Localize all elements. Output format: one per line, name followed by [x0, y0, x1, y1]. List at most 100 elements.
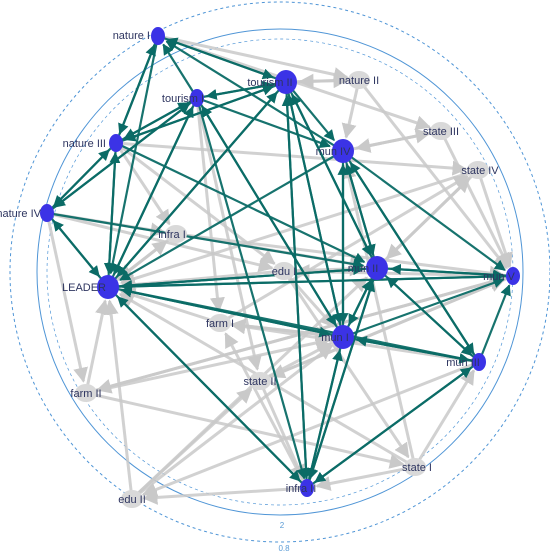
edge-tourism_II-to-mun_IV	[285, 81, 335, 142]
node-label: mun II	[348, 263, 379, 275]
node-label: state II	[243, 376, 276, 388]
node-label: state I	[402, 462, 432, 474]
edge-nature_I-to-nature_II	[157, 34, 349, 82]
edge-state_IV-to-mun_V	[476, 169, 513, 268]
node-marker	[275, 70, 297, 94]
edge-tourism_I-to-mun_IV	[196, 96, 331, 148]
edge-mun_II-to-state_IV	[375, 177, 471, 270]
node-label: nature II	[339, 75, 379, 87]
edge-infra_I-to-mun_V	[175, 232, 505, 281]
edge-LEADER-to-infra_I	[107, 240, 168, 289]
edge-nature_II-to-mun_V	[357, 79, 508, 270]
edge-mun_I-to-infra_II	[306, 336, 345, 480]
node-infra-ii[interactable]: infra II	[286, 479, 317, 497]
edge-tourism_II-to-mun_II	[285, 81, 372, 257]
node-marker	[121, 490, 143, 508]
edge-mun_V-to-mun_II	[389, 263, 514, 278]
edge-mun_I-to-mun_III	[342, 335, 471, 364]
edge-mun_IV-to-mun_III	[342, 150, 475, 355]
node-mun-ii[interactable]: mun II	[348, 256, 388, 280]
ring-label-outer: 0.8	[278, 544, 290, 553]
edge-farm_II-to-mun_I	[85, 335, 331, 395]
node-label: LEADER	[62, 282, 106, 294]
edge-farm_II-to-state_I	[85, 391, 405, 469]
node-label: edu I	[272, 266, 296, 278]
node-marker	[300, 479, 314, 497]
edge-nature_IV-to-LEADER	[46, 212, 100, 278]
edge-farm_II-to-mun_V	[85, 274, 505, 395]
node-marker	[273, 262, 295, 280]
edge-nature_III-to-infra_I	[114, 142, 171, 226]
edge-state_I-to-mun_III	[413, 369, 476, 468]
edge-mun_IV-to-mun_II	[341, 150, 376, 256]
node-nature-i[interactable]: nature I	[113, 27, 165, 45]
edge-state_III-to-mun_V	[439, 130, 510, 269]
node-state-i[interactable]: state I	[402, 458, 432, 476]
edge-tourism_I-to-mun_I	[196, 97, 337, 327]
node-farm-ii[interactable]: farm II	[70, 384, 102, 402]
node-nature-ii[interactable]: nature II	[339, 71, 379, 89]
node-marker	[472, 353, 486, 371]
node-label: mun IV	[316, 146, 352, 158]
node-nature-iv[interactable]: nature IV	[0, 204, 54, 222]
edge-tourism_II-to-LEADER	[116, 81, 287, 278]
edge-edu_II-to-state_II	[130, 387, 253, 501]
node-label: farm I	[206, 318, 234, 330]
node-infra-i[interactable]: infra I	[158, 225, 187, 243]
edge-nature_III-to-mun_II	[115, 142, 366, 263]
edge-nature_II-to-mun_IV	[341, 79, 361, 139]
edge-mun_III-to-farm_I	[230, 319, 480, 364]
edge-tourism_I-to-infra_II	[195, 97, 307, 480]
node-marker	[209, 314, 231, 332]
node-mun-iv[interactable]: mun IV	[316, 139, 354, 163]
ring-label-inner: 2	[280, 521, 285, 530]
node-label: nature III	[63, 138, 106, 150]
edge-farm_I-to-LEADER	[119, 288, 221, 325]
edge-nature_I-to-LEADER	[107, 35, 160, 275]
node-farm-i[interactable]: farm I	[206, 314, 234, 332]
node-marker	[404, 458, 426, 476]
edge-mun_V-to-LEADER	[120, 274, 514, 292]
edge-mun_IV-to-nature_I	[165, 40, 344, 152]
node-state-iii[interactable]: state III	[423, 122, 459, 140]
edge-tourism_I-to-nature_IV	[54, 97, 198, 208]
node-state-ii[interactable]: state II	[243, 372, 277, 390]
edge-state_I-to-infra_II	[315, 465, 416, 491]
node-state-iv[interactable]: state IV	[461, 161, 499, 179]
edge-nature_I-to-nature_III	[118, 35, 160, 135]
node-layer: nature I tourism II tourism I nature III mun…	[0, 27, 520, 508]
node-edu-i[interactable]: edu I	[272, 262, 296, 280]
node-marker	[40, 204, 54, 222]
edge-tourism_II-to-infra_II	[284, 81, 312, 480]
node-label: state IV	[461, 165, 499, 177]
edge-tourism_I-to-LEADER	[113, 97, 198, 276]
edge-mun_IV-to-mun_V	[342, 150, 506, 271]
node-leader[interactable]: LEADER	[62, 275, 119, 299]
node-marker	[332, 139, 354, 163]
edge-tourism_I-to-farm_I	[195, 97, 225, 313]
node-label: state III	[423, 126, 459, 138]
node-label: mun V	[483, 271, 515, 283]
edge-LEADER-to-infra_II	[107, 286, 301, 482]
edge-mun_II-to-mun_III	[376, 267, 473, 357]
node-tourism-i[interactable]: tourism I	[162, 89, 204, 107]
edge-tourism_I-to-nature_III	[123, 97, 198, 140]
edge-infra_II-to-farm_I	[224, 332, 309, 489]
node-nature-iii[interactable]: nature III	[63, 134, 123, 152]
edge-nature_IV-to-edu_I	[46, 211, 274, 273]
node-label: tourism II	[247, 77, 292, 89]
node-mun-v[interactable]: mun V	[483, 267, 520, 285]
node-tourism-ii[interactable]: tourism II	[247, 70, 297, 94]
edge-mun_III-to-infra_II	[314, 361, 480, 483]
node-mun-i[interactable]: mun I	[321, 325, 354, 349]
edge-nature_III-to-LEADER	[103, 142, 118, 275]
edge-tourism_I-to-state_II	[195, 97, 262, 371]
node-label: infra II	[286, 483, 317, 495]
node-mun-iii[interactable]: mun III	[446, 353, 486, 371]
edge-nature_I-to-tourism_II	[157, 34, 274, 80]
edge-LEADER-to-mun_II	[107, 264, 365, 289]
node-label: tourism I	[162, 93, 204, 105]
edge-mun_II-to-infra_II	[307, 267, 379, 480]
node-edu-ii[interactable]: edu II	[118, 490, 146, 508]
